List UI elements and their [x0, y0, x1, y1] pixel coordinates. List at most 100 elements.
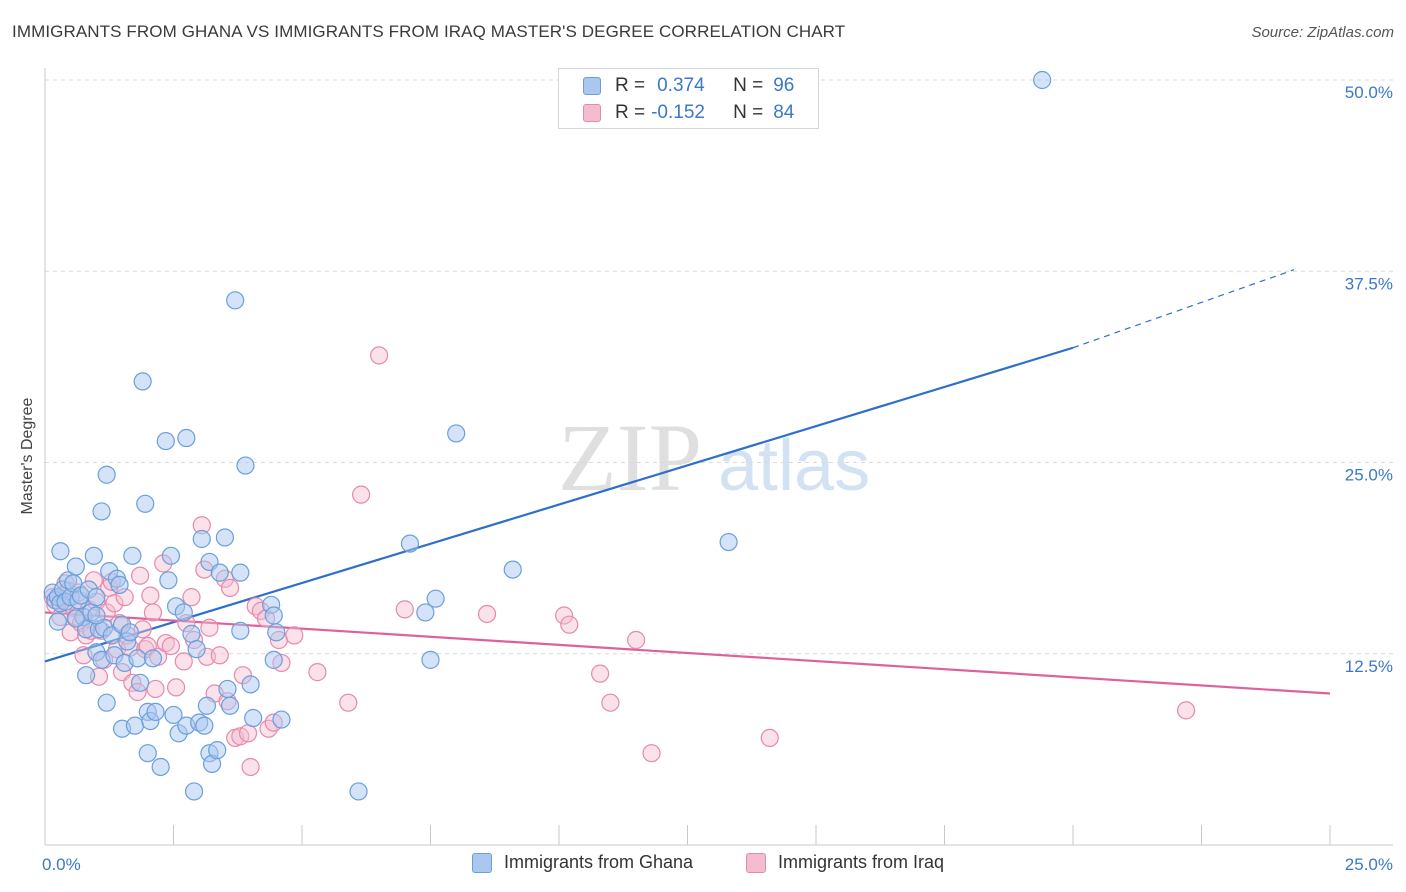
ghana-point-95	[48, 612, 67, 631]
stats-legend: R = 0.374 N = 96 R = -0.152 N = 84	[558, 68, 819, 129]
y-tick-label-1: 25.0%	[1345, 466, 1393, 485]
y-tick-label-3: 50.0%	[1345, 83, 1393, 102]
iraq-point-61	[241, 757, 260, 777]
iraq-point-23	[105, 594, 124, 613]
ghana-point-63	[197, 696, 217, 715]
legend-n-value-iraq: 84	[773, 102, 795, 123]
ghana-point-18	[87, 588, 106, 607]
iraq-point-37	[143, 603, 163, 622]
ghana-point-17	[84, 546, 103, 565]
ghana-point-67	[208, 741, 227, 760]
iraq-point-80	[626, 630, 646, 650]
trend-line-ghana	[44, 346, 1074, 663]
ghana-point-48	[156, 431, 175, 451]
iraq-point-83	[1176, 701, 1196, 720]
legend-n-label-iraq: N =	[733, 102, 764, 123]
ghana-point-50	[161, 546, 181, 565]
ghana-point-74	[231, 563, 250, 582]
ghana-point-35	[120, 623, 139, 642]
y-tick-label-0: 12.5%	[1345, 657, 1393, 676]
ghana-point-45	[143, 649, 163, 668]
ghana-point-69	[215, 528, 234, 547]
ghana-point-41	[136, 494, 155, 513]
ghana-point-92	[51, 542, 70, 561]
ghana-point-30	[110, 575, 129, 595]
bottom-legend-swatch-iraq	[746, 852, 766, 873]
iraq-point-72	[352, 485, 371, 504]
trend-line-iraq	[44, 611, 1331, 695]
y-tick-label-2: 37.5%	[1345, 274, 1393, 293]
ghana-point-54	[174, 603, 193, 622]
legend-swatch-iraq	[583, 104, 601, 122]
series-ghana	[43, 70, 1052, 801]
bottom-legend-swatch-ghana	[472, 852, 492, 873]
ghana-point-55	[177, 428, 196, 448]
ghana-point-91	[1033, 70, 1052, 90]
ghana-point-84	[400, 534, 420, 553]
iraq-point-76	[555, 606, 574, 625]
ghana-point-62	[195, 716, 214, 735]
legend-r-value-iraq: -0.152	[651, 102, 705, 123]
iraq-point-42	[161, 636, 181, 656]
ghana-point-93	[66, 609, 85, 628]
source-credit: Source: ZipAtlas.com	[1251, 24, 1394, 41]
ghana-point-72	[226, 291, 245, 310]
bottom-legend-label-ghana: Immigrants from Ghana	[504, 852, 694, 872]
ghana-point-86	[421, 650, 440, 669]
bottom-legend-label-iraq: Immigrants from Iraq	[778, 852, 945, 872]
watermark: ZIP atlas	[558, 404, 870, 511]
axes	[44, 68, 1393, 846]
bottom-legend-iraq: Immigrants from Iraq	[746, 852, 944, 873]
watermark-zip: ZIP	[558, 404, 702, 511]
iraq-point-69	[285, 626, 304, 645]
ghana-point-57	[182, 624, 201, 643]
ghana-point-9	[66, 557, 85, 576]
ghana-point-71	[220, 696, 240, 715]
ghana-point-61	[192, 529, 211, 549]
iraq-point-38	[146, 679, 165, 699]
iraq-point-77	[560, 615, 579, 634]
iraq-point-36	[141, 586, 160, 605]
legend-swatch-ghana	[583, 77, 601, 95]
ghana-point-49	[159, 571, 178, 590]
ghana-point-88	[447, 424, 466, 443]
ghana-point-38	[128, 649, 147, 668]
ghana-point-14	[77, 666, 96, 685]
ghana-point-46	[146, 702, 165, 721]
ghana-point-51	[164, 705, 183, 725]
ghana-point-85	[416, 603, 435, 622]
iraq-point-74	[395, 600, 414, 619]
iraq-point-56	[220, 578, 240, 598]
ghana-point-24	[97, 693, 116, 712]
iraq-point-60	[238, 724, 258, 743]
legend-row-iraq: R = -0.152 N = 84	[583, 101, 794, 125]
iraq-point-32	[130, 566, 150, 585]
iraq-point-43	[166, 678, 186, 697]
ghana-point-89	[503, 560, 522, 579]
iraq-point-75	[477, 604, 497, 624]
ghana-point-39	[130, 673, 150, 692]
iraq-point-81	[642, 744, 661, 763]
legend-row-ghana: R = 0.374 N = 96	[583, 74, 794, 98]
ghana-point-68	[210, 563, 229, 582]
trend-line-ghana-extension	[1072, 269, 1295, 349]
x-tick-label-0: 0.0%	[42, 855, 81, 874]
iraq-point-70	[308, 663, 327, 682]
ghana-point-75	[236, 456, 255, 475]
iraq-point-73	[370, 346, 389, 365]
ghana-point-82	[272, 710, 291, 729]
ghana-point-47	[151, 757, 170, 777]
legend-r-label-iraq: R =	[615, 102, 646, 123]
tick-labels: 12.5% 25.0% 37.5% 50.0% 0.0% 25.0%	[42, 83, 1393, 874]
bottom-legend-ghana: Immigrants from Ghana	[472, 852, 693, 873]
ghana-point-58	[184, 782, 204, 801]
ghana-point-83	[349, 782, 368, 801]
legend-n-label-ghana: N =	[733, 75, 764, 96]
ghana-point-37	[125, 716, 145, 735]
ghana-point-43	[138, 744, 157, 763]
ghana-point-40	[133, 372, 152, 391]
iraq-point-71	[339, 693, 358, 712]
ghana-point-59	[187, 640, 206, 659]
ghana-point-80	[264, 650, 283, 669]
